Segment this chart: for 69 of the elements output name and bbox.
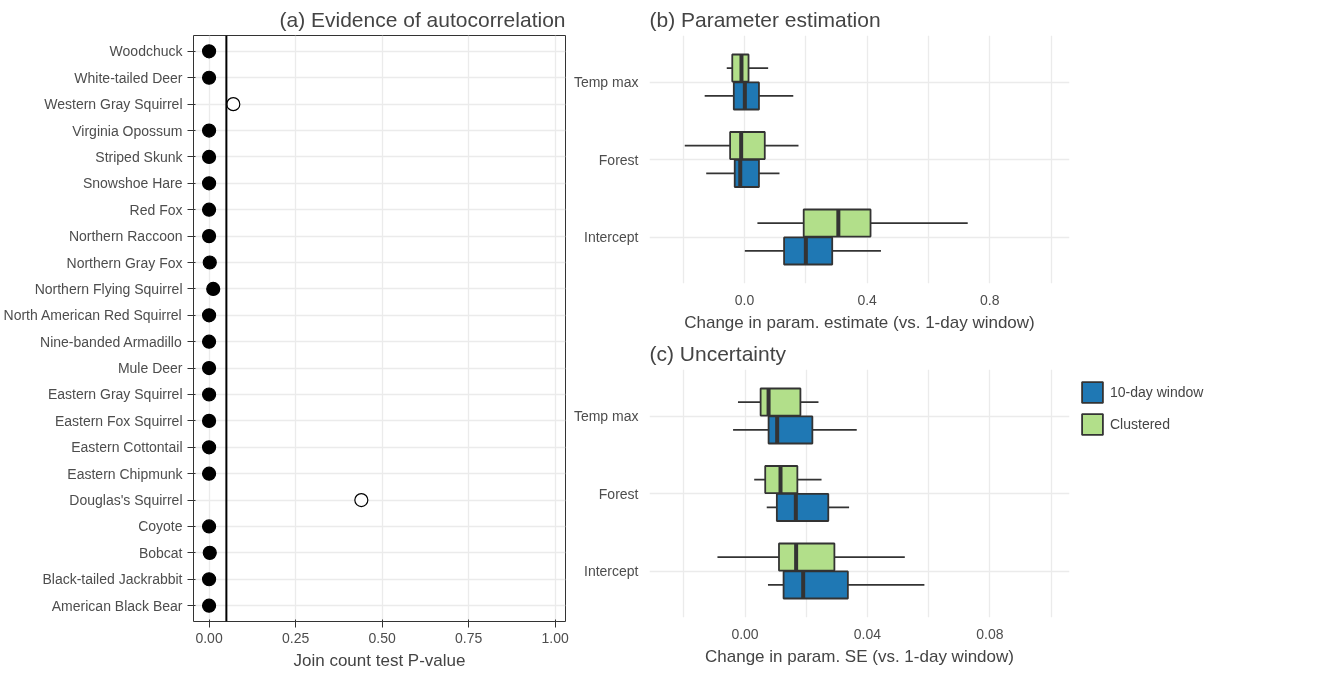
x-tick-label: 0.4	[857, 291, 878, 308]
y-tick-label: Douglas's Squirrel	[69, 492, 183, 509]
point	[201, 598, 217, 613]
y-tick-label: Bobcat	[138, 544, 183, 561]
point	[201, 229, 217, 244]
y-tick-label: Northern Gray Fox	[66, 254, 183, 271]
y-tick-label: Eastern Chipmunk	[67, 465, 184, 482]
point	[201, 519, 217, 534]
y-tick-label: Mule Deer	[117, 360, 183, 377]
y-tick-label: Nine-banded Armadillo	[40, 333, 182, 350]
y-tick-label: Forest	[598, 151, 639, 168]
chart-title: (c) Uncertainty	[649, 341, 787, 365]
point	[201, 149, 217, 165]
y-tick-label: Coyote	[138, 518, 183, 535]
y-tick-label: Woodchuck	[109, 43, 184, 60]
y-tick-label: Snowshoe Hare	[82, 175, 183, 192]
legend-label: 10-day window	[1110, 384, 1204, 400]
y-tick-label: Northern Raccoon	[68, 228, 183, 245]
point	[201, 572, 217, 587]
y-tick-label: Eastern Gray Squirrel	[47, 386, 183, 403]
y-tick-label: Black-tailed Jackrabbit	[42, 571, 183, 588]
point	[201, 361, 217, 376]
y-tick-label: Eastern Fox Squirrel	[54, 412, 183, 429]
y-tick-label: Intercept	[584, 229, 639, 245]
point	[202, 255, 217, 270]
point	[201, 387, 217, 402]
y-tick-label: Forest	[598, 485, 639, 502]
point	[201, 308, 217, 323]
x-tick-label: 0.8	[980, 291, 1000, 308]
legend-label: Clustered	[1110, 416, 1170, 432]
y-tick-label: Striped Skunk	[95, 148, 184, 165]
point	[201, 466, 217, 481]
y-tick-label: White-tailed Deer	[74, 69, 183, 86]
point	[201, 413, 217, 428]
x-tick-label: 0.00	[195, 629, 223, 646]
point	[201, 176, 217, 191]
y-tick-label: Red Fox	[129, 201, 183, 218]
y-tick-label: Temp max	[573, 74, 639, 90]
x-tick-label: 1.00	[541, 629, 569, 646]
point	[206, 281, 221, 296]
y-tick-label: North American Red Squirrel	[3, 307, 182, 324]
point	[201, 334, 217, 349]
point	[201, 123, 217, 138]
x-axis-title: Change in param. SE (vs. 1-day window)	[705, 646, 1014, 666]
point	[202, 545, 217, 560]
x-tick-label: 0.50	[368, 629, 396, 646]
chart-title: (b) Parameter estimation	[649, 7, 881, 31]
x-tick-label: 0.00	[731, 625, 759, 642]
x-tick-label: 0.04	[853, 625, 882, 642]
y-tick-label: Intercept	[584, 563, 639, 579]
point	[226, 97, 241, 112]
y-tick-label: Temp max	[573, 408, 639, 424]
y-tick-label: Virginia Opossum	[72, 122, 183, 139]
y-tick-label: Western Gray Squirrel	[44, 96, 183, 113]
y-tick-label: Northern Flying Squirrel	[34, 280, 183, 297]
y-tick-label: Eastern Cottontail	[71, 439, 183, 456]
x-tick-label: 0.25	[281, 629, 310, 646]
y-tick-label: American Black Bear	[51, 597, 183, 614]
x-tick-label: 0.0	[734, 291, 755, 308]
x-tick-label: 0.08	[976, 625, 1004, 642]
x-tick-label: 0.75	[454, 629, 483, 646]
point	[201, 440, 217, 455]
point	[354, 492, 369, 508]
chart-title: (a) Evidence of autocorrelation	[279, 7, 566, 31]
point	[201, 44, 217, 59]
x-axis-title: Change in param. estimate (vs. 1-day window)	[684, 312, 1035, 332]
point	[201, 202, 217, 217]
point	[201, 70, 217, 85]
x-axis-title: Join count test P-value	[293, 650, 466, 670]
